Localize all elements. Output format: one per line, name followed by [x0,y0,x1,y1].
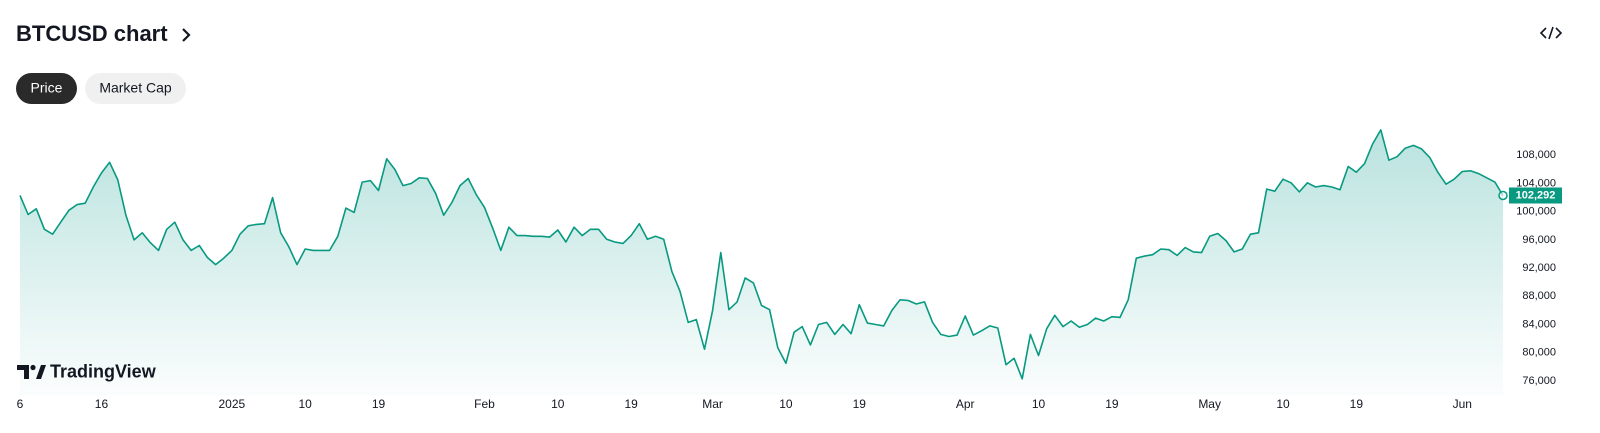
x-tick-label: 10 [1276,397,1290,411]
y-tick-label: 88,000 [1522,290,1556,302]
tradingview-logo[interactable]: TradingView [17,361,157,381]
last-value-label: 102,292 [1516,189,1556,201]
area-fill [20,129,1503,395]
x-tick-label: 16 [95,397,109,411]
x-tick-label: 10 [551,397,565,411]
tab-market-cap[interactable] [85,73,186,104]
x-tick-label: 2025 [219,397,246,411]
price-line [19,129,1504,380]
y-tick-label: 84,000 [1522,318,1556,330]
tab-label[interactable]: Market Cap [99,80,172,96]
last-point [1498,190,1508,201]
x-tick-label: 6 [17,397,24,411]
x-tick-label: May [1198,397,1221,411]
y-tick-label: 80,000 [1522,347,1556,359]
y-tick-label: 96,000 [1522,234,1556,246]
x-tick-label: Mar [702,397,723,411]
x-tick-label: 19 [1105,397,1119,411]
brand-text[interactable]: TradingView [50,361,157,381]
plot: 76,000 80,000 84,000 88,000 92,000 96,000 100,… [17,129,1562,411]
embed-icon[interactable] [1539,26,1563,40]
chart-title[interactable]: BTCUSD chart [16,21,168,46]
tab-price[interactable] [16,73,77,104]
x-tick-label: 19 [372,397,386,411]
y-tick-label: 76,000 [1522,375,1556,387]
title-chevron[interactable] [182,28,191,42]
x-tick-label: 19 [853,397,867,411]
x-tick-label: 10 [299,397,313,411]
y-tick-label: 104,000 [1516,177,1556,189]
x-tick-label: 10 [779,397,793,411]
y-tick-label: 108,000 [1516,149,1556,161]
tab-label[interactable]: Price [31,80,63,96]
x-tick-label: 19 [1350,397,1364,411]
x-tick-label: 19 [624,397,638,411]
x-tick-label: Feb [474,397,495,411]
y-tick-label: 100,000 [1516,206,1556,218]
y-tick-label: 92,000 [1522,262,1556,274]
x-tick-label: Apr [956,397,975,411]
x-tick-label: Jun [1453,397,1472,411]
last-value-box [1509,187,1562,204]
x-tick-label: 10 [1032,397,1046,411]
